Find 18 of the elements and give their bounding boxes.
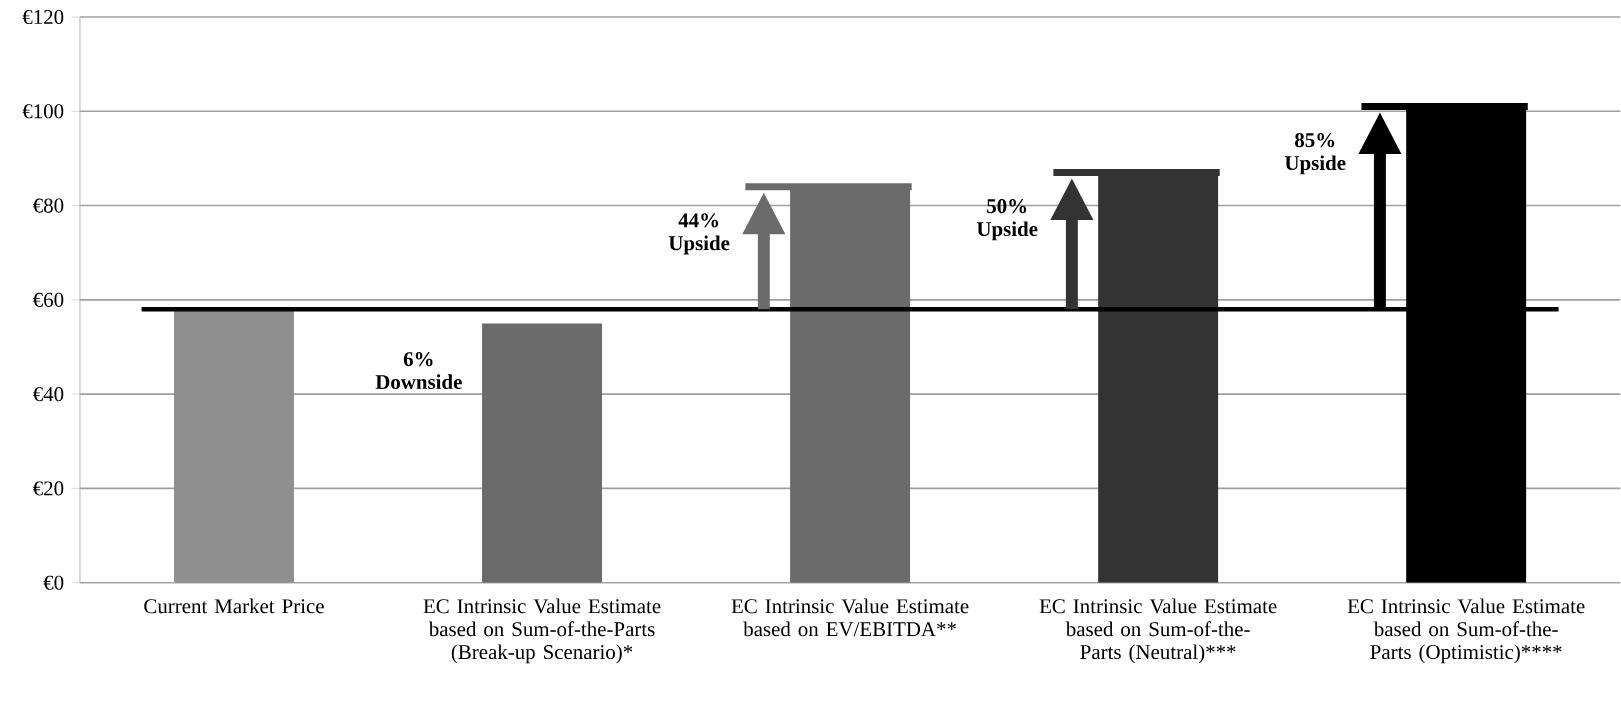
x-tick-label: Current Market Price (144, 598, 324, 614)
y-tick-label: €0 (43, 575, 64, 590)
y-tick-label: €20 (33, 481, 64, 496)
x-tick-label: EC Intrinsic Value Estimate based on Sum-of-the-Parts (Neutral)*** (1039, 598, 1277, 664)
y-tick-label: €120 (22, 10, 64, 25)
bar (482, 323, 603, 583)
y-tick-label: €60 (33, 292, 64, 308)
y-tick-label: €100 (22, 104, 64, 119)
bar (174, 309, 294, 583)
x-tick-label: EC Intrinsic Value Estimate based on Sum-of-the-Parts (Break-up Scenario)* (423, 598, 661, 664)
annotation: 50% Upside (976, 199, 1038, 241)
x-tick-label: EC Intrinsic Value Estimate based on EV/EBITDA** (731, 598, 969, 637)
y-tick-label: €80 (33, 198, 64, 213)
annotation: 6% Downside (375, 352, 462, 390)
annotation: 44% Upside (668, 213, 730, 255)
x-tick-label: EC Intrinsic Value Estimate based on Sum-of-the-Parts (Optimistic)**** (1347, 598, 1585, 664)
y-tick-label: €40 (33, 387, 64, 402)
annotation: 85% Upside (1284, 133, 1346, 175)
